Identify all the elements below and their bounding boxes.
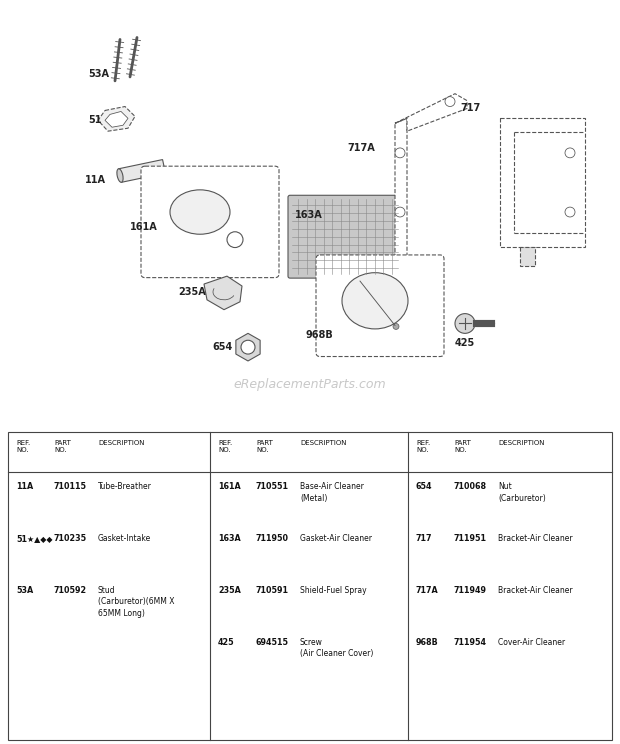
Text: 53A: 53A: [16, 586, 33, 595]
Text: 161A: 161A: [218, 482, 241, 491]
Text: NO.: NO.: [454, 447, 467, 453]
Text: NO.: NO.: [416, 447, 428, 453]
Text: 710592: 710592: [54, 586, 87, 595]
Text: 710235: 710235: [54, 534, 87, 543]
Text: 51★▲◆◆: 51★▲◆◆: [16, 534, 53, 543]
Text: Screw
(Air Cleaner Cover): Screw (Air Cleaner Cover): [300, 638, 373, 658]
Circle shape: [455, 314, 475, 333]
Text: 710551: 710551: [256, 482, 289, 491]
Ellipse shape: [170, 190, 230, 234]
Text: NO.: NO.: [16, 447, 29, 453]
Text: 710115: 710115: [54, 482, 87, 491]
Text: Gasket-Intake: Gasket-Intake: [98, 534, 151, 543]
Text: 235A: 235A: [218, 586, 241, 595]
Polygon shape: [520, 246, 535, 266]
Text: 425: 425: [455, 339, 476, 348]
FancyBboxPatch shape: [500, 118, 585, 246]
Text: Stud
(Carburetor)(6MM X
65MM Long): Stud (Carburetor)(6MM X 65MM Long): [98, 586, 174, 618]
Text: 717A: 717A: [416, 586, 439, 595]
Text: 711954: 711954: [454, 638, 487, 647]
Text: Gasket-Air Cleaner: Gasket-Air Cleaner: [300, 534, 372, 543]
Polygon shape: [204, 276, 242, 310]
Ellipse shape: [342, 273, 408, 329]
Text: REF.: REF.: [16, 440, 30, 446]
Text: 717: 717: [460, 103, 481, 114]
Text: 968B: 968B: [416, 638, 439, 647]
Text: 711951: 711951: [454, 534, 487, 543]
Text: NO.: NO.: [218, 447, 231, 453]
Text: DESCRIPTION: DESCRIPTION: [498, 440, 544, 446]
Text: 654: 654: [212, 342, 232, 352]
Text: 163A: 163A: [218, 534, 241, 543]
Text: REF.: REF.: [416, 440, 430, 446]
Text: 235A: 235A: [178, 287, 206, 297]
Text: Bracket-Air Cleaner: Bracket-Air Cleaner: [498, 534, 573, 543]
Text: 11A: 11A: [16, 482, 33, 491]
Circle shape: [395, 148, 405, 158]
Text: Nut
(Carburetor): Nut (Carburetor): [498, 482, 546, 502]
Text: PART: PART: [54, 440, 71, 446]
Text: NO.: NO.: [54, 447, 66, 453]
Text: 968B: 968B: [305, 330, 333, 340]
Text: 710068: 710068: [454, 482, 487, 491]
Polygon shape: [98, 106, 135, 131]
Text: 710591: 710591: [256, 586, 289, 595]
Text: 53A: 53A: [88, 69, 109, 79]
Text: Tube-Breather: Tube-Breather: [98, 482, 152, 491]
Polygon shape: [105, 112, 128, 127]
Circle shape: [565, 207, 575, 217]
Circle shape: [393, 324, 399, 330]
Polygon shape: [118, 159, 166, 182]
Circle shape: [395, 207, 405, 217]
FancyBboxPatch shape: [288, 195, 402, 278]
Polygon shape: [395, 118, 407, 260]
Text: DESCRIPTION: DESCRIPTION: [300, 440, 347, 446]
Text: 51: 51: [88, 115, 102, 125]
Text: 711950: 711950: [256, 534, 289, 543]
Text: Base-Air Cleaner
(Metal): Base-Air Cleaner (Metal): [300, 482, 364, 502]
Circle shape: [565, 148, 575, 158]
Text: PART: PART: [256, 440, 273, 446]
Circle shape: [227, 232, 243, 248]
Text: 694515: 694515: [256, 638, 289, 647]
Polygon shape: [236, 333, 260, 361]
Text: Cover-Air Cleaner: Cover-Air Cleaner: [498, 638, 565, 647]
Text: Bracket-Air Cleaner: Bracket-Air Cleaner: [498, 586, 573, 595]
Text: 11A: 11A: [85, 176, 106, 185]
FancyBboxPatch shape: [316, 255, 444, 356]
Text: PART: PART: [454, 440, 471, 446]
Text: 425: 425: [218, 638, 234, 647]
Text: 654: 654: [416, 482, 433, 491]
FancyBboxPatch shape: [141, 166, 279, 278]
Ellipse shape: [117, 169, 123, 182]
Circle shape: [445, 97, 455, 106]
Text: 717: 717: [416, 534, 433, 543]
Text: REF.: REF.: [218, 440, 232, 446]
Circle shape: [241, 340, 255, 354]
Text: 711949: 711949: [454, 586, 487, 595]
Text: DESCRIPTION: DESCRIPTION: [98, 440, 144, 446]
Polygon shape: [395, 94, 467, 131]
Text: 717A: 717A: [347, 143, 374, 153]
Text: 161A: 161A: [130, 222, 157, 232]
Text: eReplacementParts.com: eReplacementParts.com: [234, 378, 386, 391]
Text: 163A: 163A: [295, 210, 323, 220]
Text: Shield-Fuel Spray: Shield-Fuel Spray: [300, 586, 366, 595]
Text: NO.: NO.: [256, 447, 268, 453]
